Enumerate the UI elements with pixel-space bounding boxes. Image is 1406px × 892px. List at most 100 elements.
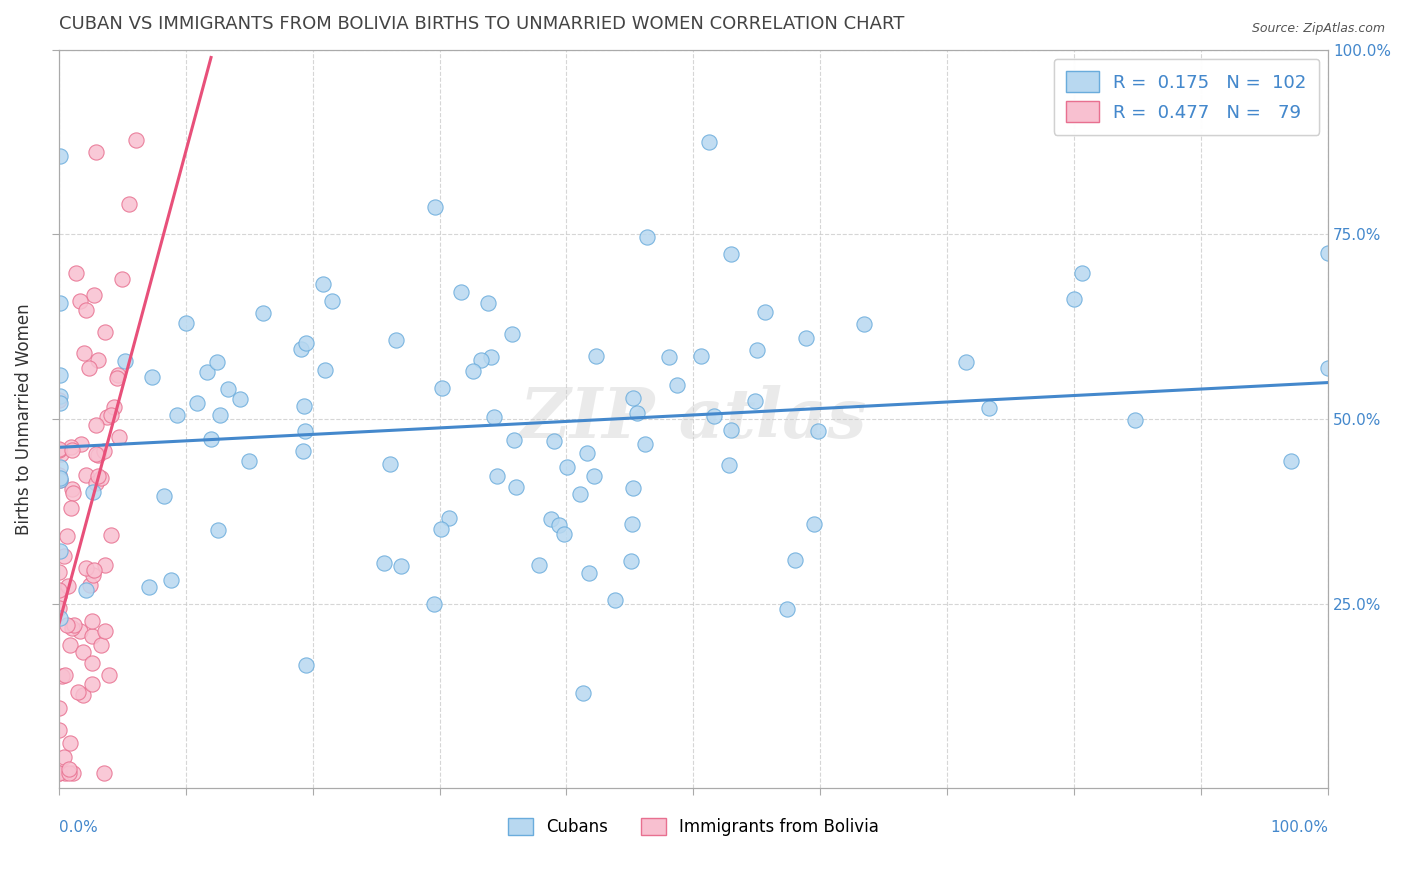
Point [118,197,141,211]
Point [49,389,72,403]
Point [166,408,188,422]
Point [294,335,316,350]
Point [505,480,527,494]
Point [636,230,658,244]
Point [633,436,655,450]
Point [138,580,160,594]
Point [583,468,606,483]
Point [51,668,73,682]
Point [82,614,104,628]
Legend: R =  0.175   N =  102, R =  0.477   N =   79: R = 0.175 N = 102, R = 0.477 N = 79 [1053,59,1319,135]
Point [73,346,96,360]
Point [82,567,104,582]
Point [479,350,502,364]
Point [93,326,115,340]
Point [578,566,600,581]
Point [62,766,84,780]
Point [252,306,274,320]
Point [503,433,526,447]
Point [79,578,101,592]
Point [571,686,593,700]
Point [108,430,131,444]
Point [425,200,447,214]
Point [803,517,825,532]
Point [384,333,406,347]
Point [94,624,117,638]
Point [1123,413,1146,427]
Point [621,391,644,405]
Point [105,370,128,384]
Point [52,750,75,764]
Point [720,247,742,261]
Point [429,522,451,536]
Point [603,592,626,607]
Point [1317,246,1340,260]
Point [754,304,776,318]
Point [470,353,492,368]
Point [58,762,80,776]
Text: Source: ZipAtlas.com: Source: ZipAtlas.com [1251,22,1385,36]
Point [585,349,607,363]
Point [621,481,644,495]
Point [84,447,107,461]
Point [955,355,977,369]
Point [621,516,644,531]
Point [69,624,91,638]
Point [107,368,129,382]
Point [207,355,229,369]
Point [58,766,80,780]
Point [553,527,575,541]
Point [292,444,315,458]
Point [450,285,472,299]
Point [979,401,1001,415]
Point [75,302,97,317]
Point [690,349,713,363]
Point [96,410,118,425]
Point [59,638,82,652]
Point [391,559,413,574]
Point [48,600,70,615]
Point [794,331,817,345]
Point [1279,454,1302,468]
Point [620,554,643,568]
Point [229,392,252,406]
Point [94,558,117,572]
Point [67,685,90,699]
Point [82,677,104,691]
Point [98,668,121,682]
Point [321,293,343,308]
Point [49,473,72,487]
Point [658,350,681,364]
Point [83,288,105,302]
Point [48,442,70,457]
Point [63,617,86,632]
Point [1317,361,1340,376]
Point [48,468,70,483]
Point [548,518,571,533]
Point [200,432,222,446]
Point [52,549,75,563]
Point [60,482,83,496]
Point [90,638,112,652]
Point [60,621,83,635]
Point [77,360,100,375]
Point [697,135,720,149]
Point [103,401,125,415]
Point [48,723,70,737]
Point [703,409,725,423]
Point [48,582,70,597]
Text: ZIP atlas: ZIP atlas [520,385,868,453]
Y-axis label: Births to Unmarried Women: Births to Unmarried Women [15,303,32,535]
Point [527,558,550,573]
Point [207,523,229,537]
Point [482,409,505,424]
Point [90,471,112,485]
Point [87,468,110,483]
Point [208,408,231,422]
Point [461,364,484,378]
Point [59,736,82,750]
Point [48,590,70,604]
Point [100,408,122,422]
Point [49,296,72,310]
Point [84,417,107,432]
